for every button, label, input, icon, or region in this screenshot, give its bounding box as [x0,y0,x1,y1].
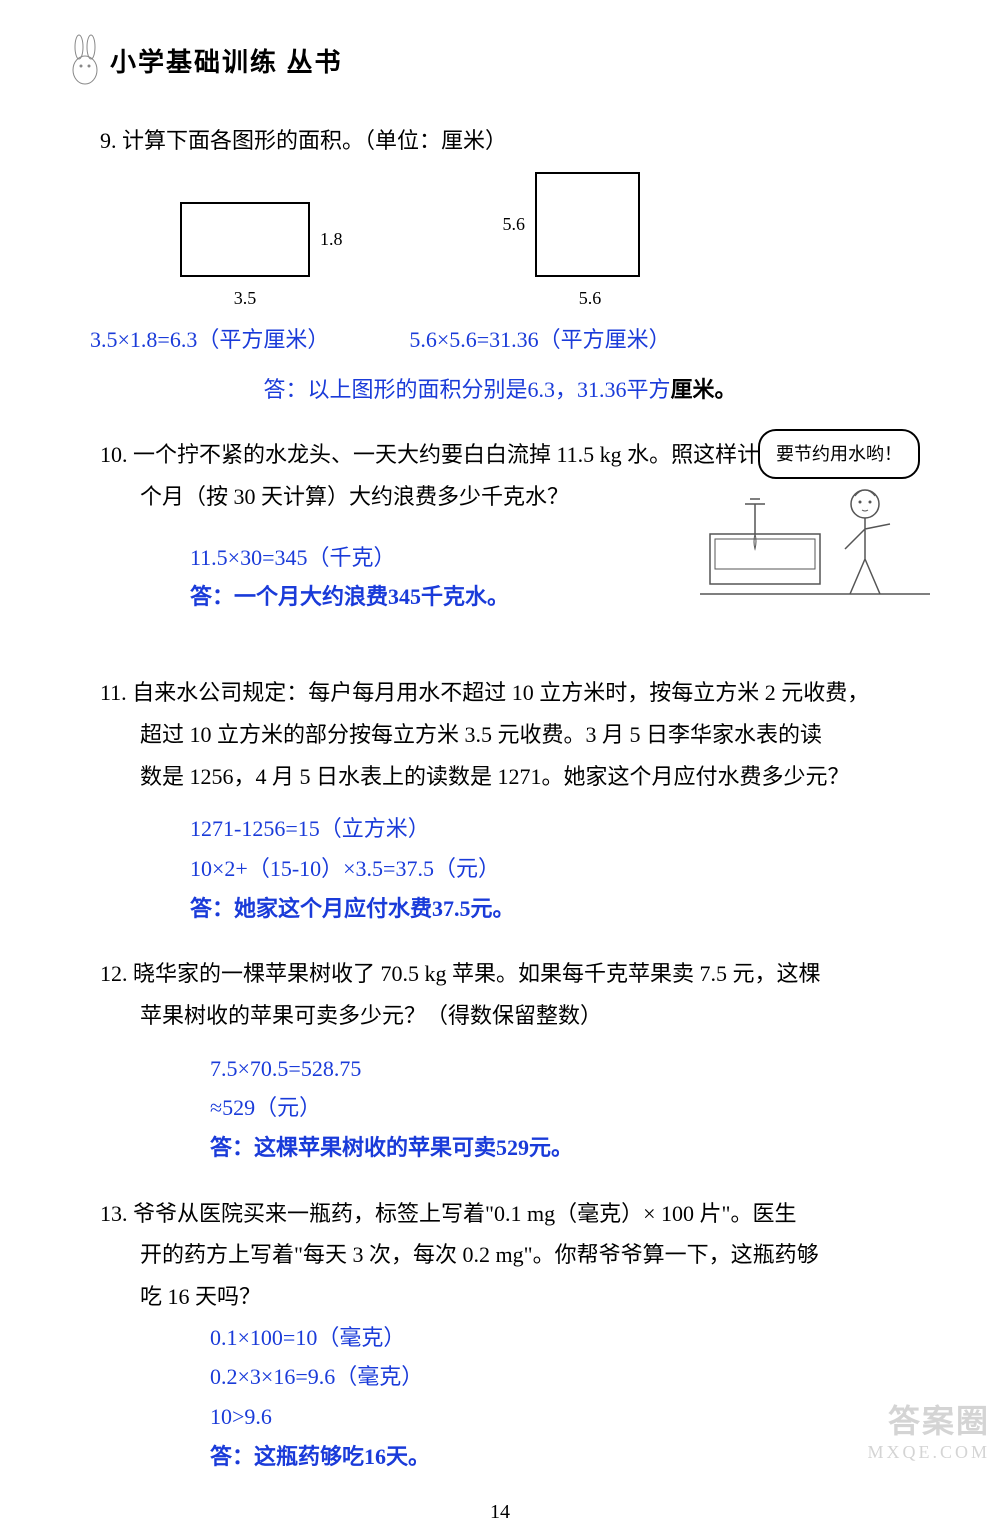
question-9: 9. 计算下面各图形的面积。（单位：厘米） 1.8 3.5 5.6 5.6 3.… [100,120,900,409]
watermark: 答案圈 MXQE.COM [867,1396,990,1463]
book-series-title: 小学基础训练 丛书 [110,42,343,79]
q11-line1: 自来水公司规定：每户每月用水不超过 10 立方米时，按每立方米 2 元收费， [132,680,869,705]
q9-ans1: 3.5×1.8=6.3（平方厘米） [90,320,329,360]
q10-label: 10. [100,442,128,467]
rect2-height: 5.6 [503,207,526,241]
watermark-text: 答案圈 [867,1396,990,1442]
q13-ans: 答：这瓶药够吃16天。 [210,1437,900,1477]
q11-ans: 答：她家这个月应付水费37.5元。 [190,889,900,929]
q11-text: 11. 自来水公司规定：每户每月用水不超过 10 立方米时，按每立方米 2 元收… [100,672,900,714]
q13-calc2: 0.2×3×16=9.6（毫克） [210,1357,900,1397]
rectangle-1 [180,202,310,277]
q9-summary-pre: 答：以上图形的面积分别是6.3，31.36平方 [263,377,670,402]
q9-statement: 计算下面各图形的面积。（单位：厘米） [122,128,507,153]
question-10: 10. 一个拧不紧的水龙头、一天大约要白白流掉 11.5 kg 水。照这样计算，… [100,434,900,617]
q9-shapes: 1.8 3.5 5.6 5.6 [180,172,900,315]
q11-calc2: 10×2+（15-10）×3.5=37.5（元） [190,849,900,889]
q12-calc1: 7.5×70.5=528.75 [210,1049,900,1089]
speech-bubble: 要节约用水哟！ [758,429,920,479]
q11-line3: 数是 1256，4 月 5 日水表上的读数是 1271。她家这个月应付水费多少元… [100,756,900,798]
q12-label: 12. [100,961,128,986]
q9-label: 9. [100,128,117,153]
q9-text: 9. 计算下面各图形的面积。（单位：厘米） [100,120,900,162]
q13-calc1: 0.1×100=10（毫克） [210,1318,900,1358]
q10-line1: 一个拧不紧的水龙头、一天大约要白白流掉 11.5 kg 水。照这样计算，一 [133,442,825,467]
q11-line2: 超过 10 立方米的部分按每立方米 3.5 元收费。3 月 5 日李华家水表的读 [100,714,900,756]
q11-label: 11. [100,680,127,705]
q12-ans: 答：这棵苹果树收的苹果可卖529元。 [210,1128,900,1168]
question-12: 12. 晓华家的一棵苹果树收了 70.5 kg 苹果。如果每千克苹果卖 7.5 … [100,953,900,1167]
q9-summary: 答：以上图形的面积分别是6.3，31.36平方厘米。 [100,370,900,410]
q11-calc1: 1271-1256=15（立方米） [190,809,900,849]
q9-shape2: 5.6 5.6 [503,172,643,315]
q9-shape1: 1.8 3.5 [180,202,343,315]
watermark-url: MXQE.COM [867,1442,990,1463]
q12-line2: 苹果树收的苹果可卖多少元？（得数保留整数） [100,995,900,1037]
rect1-width: 3.5 [180,281,310,315]
rabbit-icon [60,30,110,90]
rect2-width: 5.6 [503,281,643,315]
page-header: 小学基础训练 丛书 [60,30,900,90]
q12-calc2: ≈529（元） [210,1088,900,1128]
q13-line3: 吃 16 天吗？ [100,1276,900,1318]
q9-summary-bold: 厘米。 [671,377,737,402]
question-11: 11. 自来水公司规定：每户每月用水不超过 10 立方米时，按每立方米 2 元收… [100,672,900,928]
q12-text: 12. 晓华家的一棵苹果树收了 70.5 kg 苹果。如果每千克苹果卖 7.5 … [100,953,900,995]
q12-line1: 晓华家的一棵苹果树收了 70.5 kg 苹果。如果每千克苹果卖 7.5 元，这棵 [133,961,821,986]
q13-line1: 爷爷从医院买来一瓶药，标签上写着"0.1 mg（毫克）× 100 片"。医生 [133,1201,796,1226]
q13-label: 13. [100,1201,128,1226]
q9-ans2: 5.6×5.6=31.36（平方厘米） [409,320,670,360]
q13-text: 13. 爷爷从医院买来一瓶药，标签上写着"0.1 mg（毫克）× 100 片"。… [100,1193,900,1235]
rect1-height: 1.8 [320,222,343,256]
q13-line2: 开的药方上写着"每天 3 次，每次 0.2 mg"。你帮爷爷算一下，这瓶药够 [100,1234,900,1276]
question-13: 13. 爷爷从医院买来一瓶药，标签上写着"0.1 mg（毫克）× 100 片"。… [100,1193,900,1477]
page-number: 14 [100,1501,900,1524]
square-1 [535,172,640,277]
q13-calc3: 10>9.6 [210,1397,900,1437]
faucet-illustration [700,474,930,604]
